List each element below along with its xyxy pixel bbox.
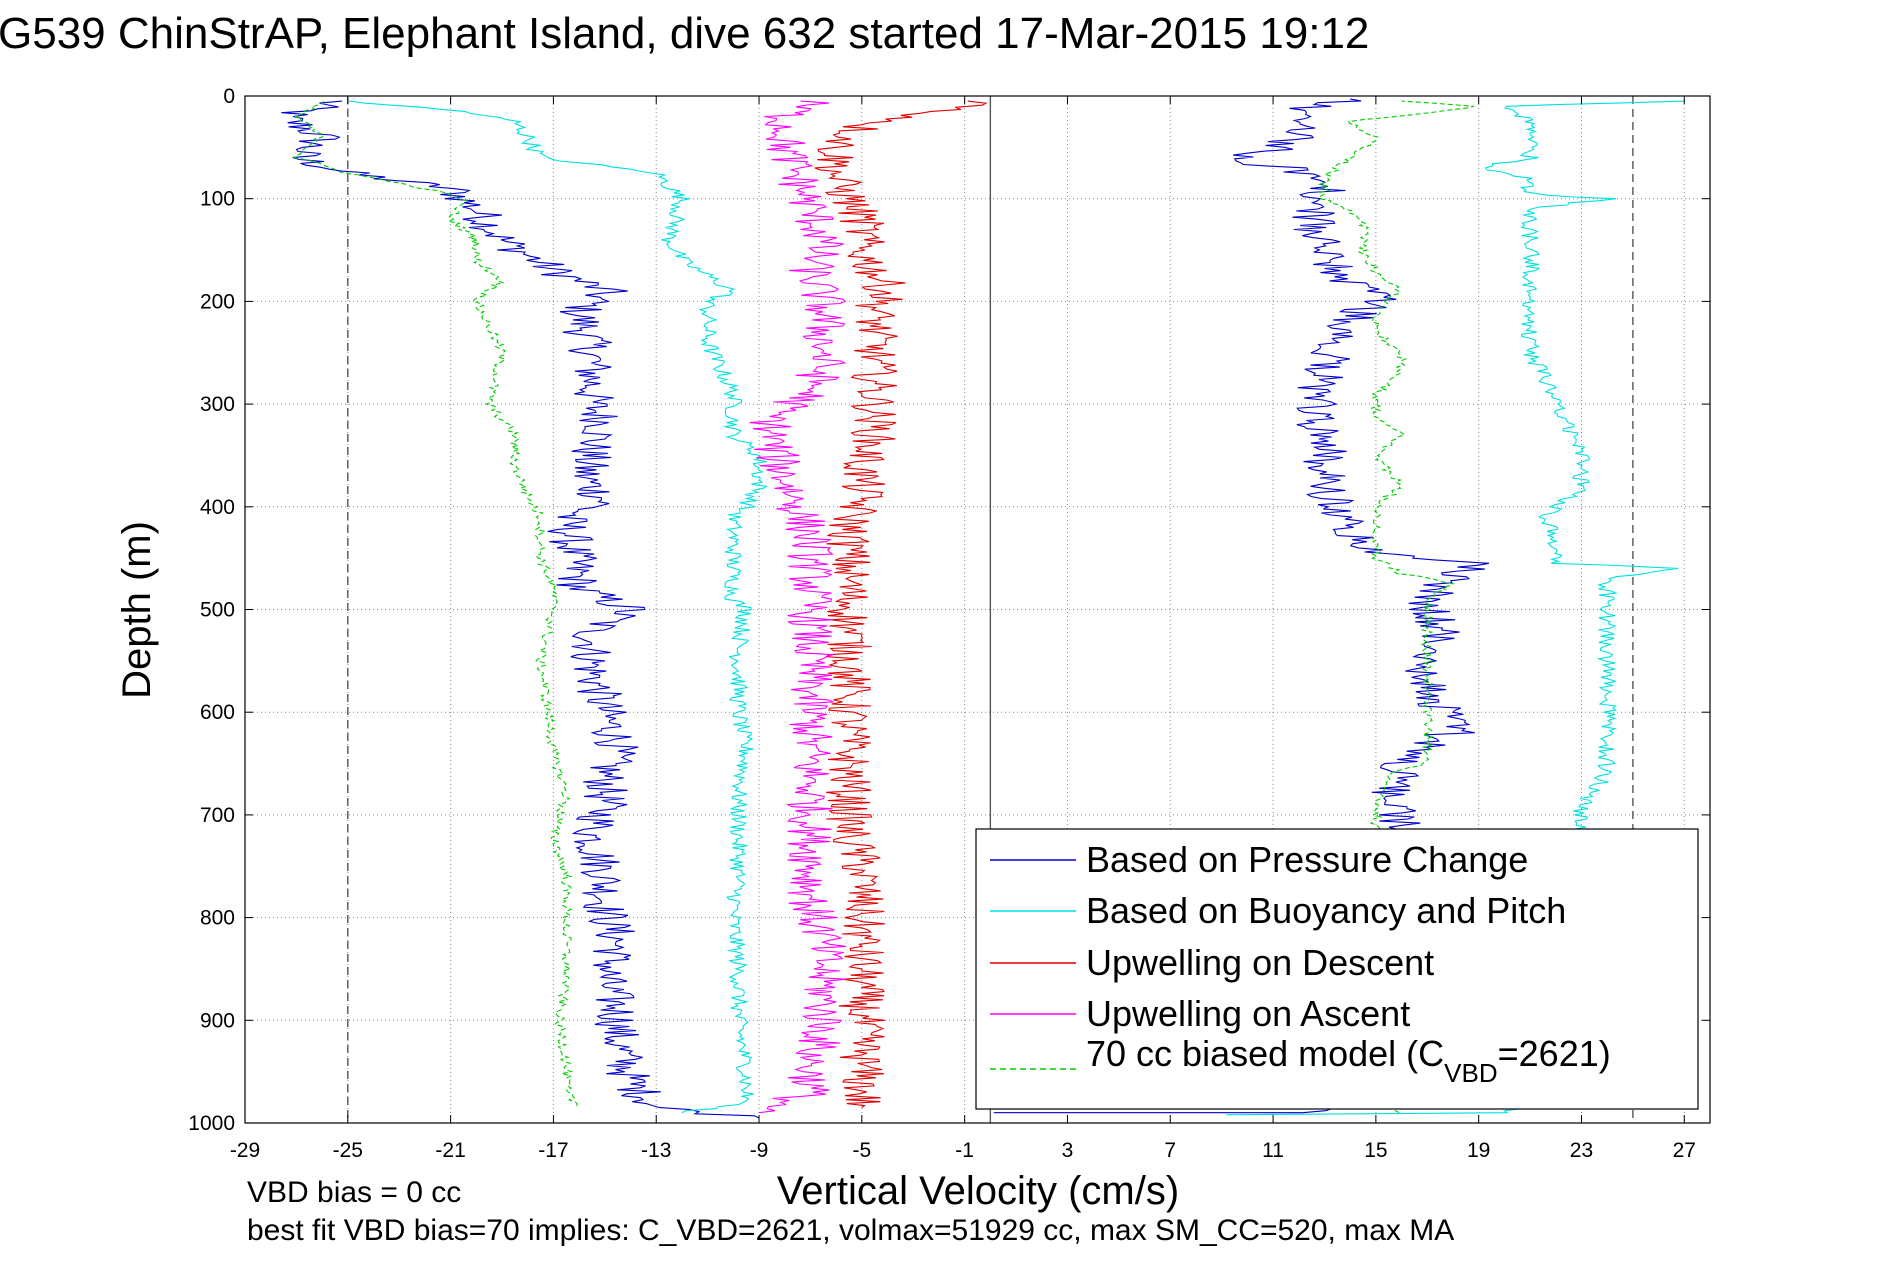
x-tick-label: -13 [641, 1139, 671, 1162]
x-tick-label: 11 [1262, 1139, 1284, 1162]
best-fit-note: best fit VBD bias=70 implies: C_VBD=2621… [247, 1214, 1454, 1247]
vbd-bias-note: VBD bias = 0 cc [247, 1176, 461, 1209]
legend-label-biased-model-tail: =2621) [1498, 1033, 1611, 1074]
y-tick-label: 300 [200, 393, 235, 416]
x-tick-label: 23 [1570, 1139, 1593, 1162]
series-line-2-descent [349, 100, 769, 1114]
x-tick-label: -1 [955, 1139, 974, 1162]
x-tick-label: -9 [750, 1139, 769, 1162]
legend-box [975, 828, 1699, 1110]
x-tick-label: 3 [1062, 1139, 1074, 1162]
y-tick-label: 800 [200, 907, 235, 930]
x-axis-label: Vertical Velocity (cm/s) [777, 1169, 1179, 1213]
y-tick-label: 0 [223, 85, 235, 108]
x-tick-label: -25 [333, 1139, 363, 1162]
legend: Based on Pressure Change Based on Buoyan… [975, 828, 1699, 1110]
legend-label-biased-model-main: 70 cc biased model (C [1086, 1033, 1444, 1074]
y-tick-label: 200 [200, 290, 235, 313]
x-tick-label: -17 [538, 1139, 568, 1162]
series-line-3-profile [814, 100, 988, 1109]
y-tick-label: 600 [200, 701, 235, 724]
y-tick-label: 400 [200, 496, 235, 519]
y-tick-label: 500 [200, 599, 235, 622]
legend-label-upwelling-ascent: Upwelling on Ascent [1086, 993, 1410, 1034]
x-axis-ticks: -29 -25 -21 -17 -13 -9 -5 -1 3 7 11 15 19 23 27 [230, 96, 1696, 1162]
x-tick-label: 27 [1673, 1139, 1696, 1162]
x-tick-label: 15 [1364, 1139, 1387, 1162]
series-line-5-ascent [1317, 100, 1474, 1114]
x-tick-label: -5 [852, 1139, 871, 1162]
x-tick-label: 7 [1164, 1139, 1176, 1162]
x-tick-label: -21 [435, 1139, 465, 1162]
x-tick-label: -29 [230, 1139, 260, 1162]
legend-label-biased-model: 70 cc biased model (CVBD=2621) [1086, 1033, 1611, 1088]
series-line-1-descent [281, 100, 760, 1119]
x-tick-label: 19 [1467, 1139, 1490, 1162]
y-tick-label: 900 [200, 1009, 235, 1032]
legend-label-biased-model-sub: VBD [1444, 1058, 1497, 1088]
y-axis-label: Depth (m) [115, 521, 159, 699]
legend-label-pressure: Based on Pressure Change [1086, 839, 1528, 880]
y-tick-label: 1000 [188, 1112, 235, 1135]
legend-label-buoyancy: Based on Buoyancy and Pitch [1086, 890, 1566, 931]
legend-label-upwelling-descent: Upwelling on Descent [1086, 942, 1434, 983]
series-line-5-descent [293, 100, 580, 1109]
y-tick-label: 100 [200, 188, 235, 211]
y-axis-ticks: 0 100 200 300 400 500 600 700 800 900 1000 [188, 85, 1710, 1135]
y-tick-label: 700 [200, 804, 235, 827]
chart-title: G539 ChinStrAP, Elephant Island, dive 63… [0, 9, 1369, 58]
series-line-4-profile [749, 100, 847, 1114]
